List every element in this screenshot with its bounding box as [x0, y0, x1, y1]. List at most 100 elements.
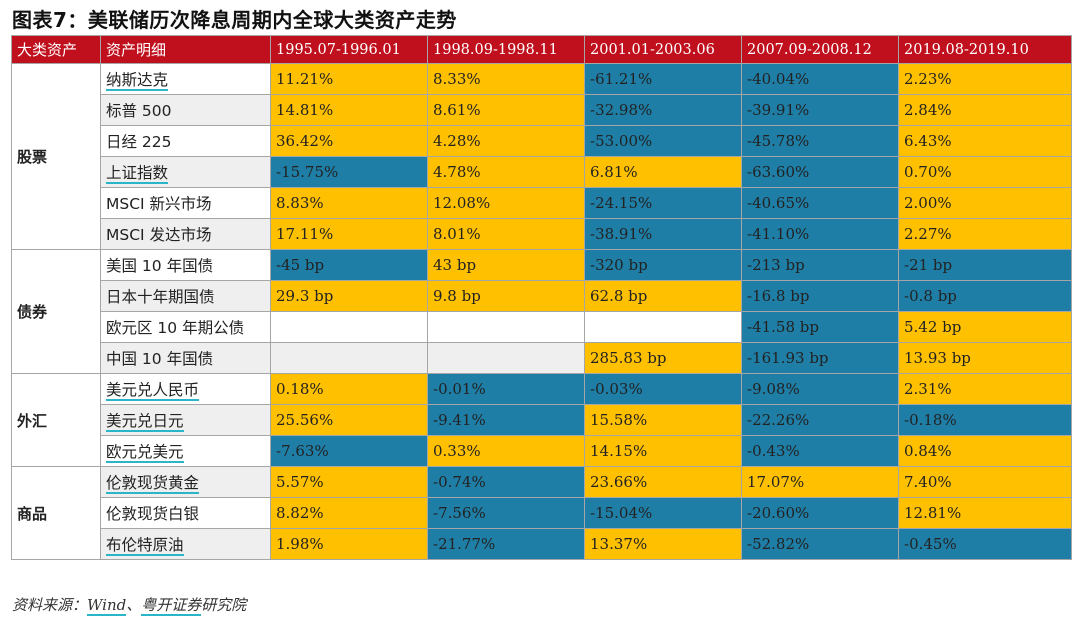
- value-cell: -9.08%: [741, 373, 899, 405]
- value-cell: -40.65%: [741, 187, 899, 219]
- value-cell: 6.81%: [584, 156, 742, 188]
- asset-name: 欧元区 10 年期公债: [106, 319, 245, 337]
- value-cell: -15.75%: [270, 156, 428, 188]
- value-cell: 62.8 bp: [584, 280, 742, 312]
- asset-name-link[interactable]: 上证指数: [106, 164, 169, 184]
- asset-name: MSCI 新兴市场: [106, 195, 212, 213]
- value-cell: 8.83%: [270, 187, 428, 219]
- value-cell: -0.18%: [898, 404, 1072, 436]
- table-row: 日本十年期国债 29.3 bp 9.8 bp 62.8 bp -16.8 bp -0.8 …: [12, 280, 1072, 312]
- value-cell: -0.8 bp: [898, 280, 1072, 312]
- table-row: 中国 10 年国债 285.83 bp -161.93 bp 13.93 bp: [12, 342, 1072, 374]
- value-cell: 6.43%: [898, 125, 1072, 157]
- asset-performance-table: 大类资产 资产明细 1995.07-1996.01 1998.09-1998.1…: [11, 35, 1072, 560]
- value-cell: -320 bp: [584, 249, 742, 281]
- value-cell: 29.3 bp: [270, 280, 428, 312]
- value-cell: -45.78%: [741, 125, 899, 157]
- value-cell: 8.33%: [427, 63, 585, 95]
- value-cell: 2.84%: [898, 94, 1072, 126]
- value-cell: -24.15%: [584, 187, 742, 219]
- asset-name-link[interactable]: 美元兑人民币: [106, 381, 200, 401]
- value-cell: -39.91%: [741, 94, 899, 126]
- asset-name-cell: 伦敦现货黄金: [100, 466, 271, 498]
- asset-name-cell: 欧元兑美元: [100, 435, 271, 467]
- value-cell: 14.15%: [584, 435, 742, 467]
- asset-name-cell: 布伦特原油: [100, 528, 271, 560]
- value-cell: 2.23%: [898, 63, 1072, 95]
- category-cell: 外汇: [11, 373, 101, 467]
- value-cell: 0.33%: [427, 435, 585, 467]
- asset-name: 日本十年期国债: [106, 288, 215, 306]
- table-row: 股票 纳斯达克 11.21% 8.33% -61.21% -40.04% 2.23%: [11, 63, 1072, 250]
- table-row: MSCI 新兴市场 8.83% 12.08% -24.15% -40.65% 2.00%: [12, 187, 1072, 219]
- value-cell: 0.18%: [270, 373, 428, 405]
- value-cell: 7.40%: [898, 466, 1072, 498]
- header-period: 1998.09-1998.11: [427, 35, 585, 64]
- source-note: 资料来源：Wind、粤开证券研究院: [12, 594, 246, 616]
- empty-cell: [584, 311, 742, 343]
- value-cell: 36.42%: [270, 125, 428, 157]
- asset-name-cell: 伦敦现货白银: [100, 497, 271, 529]
- value-cell: 43 bp: [427, 249, 585, 281]
- table-row: 布伦特原油 1.98% -21.77% 13.37% -52.82% -0.45%: [12, 528, 1072, 560]
- table-row: MSCI 发达市场 17.11% 8.01% -38.91% -41.10% 2.27%: [12, 218, 1072, 250]
- asset-name-cell: 美国 10 年国债: [100, 249, 271, 281]
- empty-cell: [270, 311, 428, 343]
- value-cell: 12.81%: [898, 497, 1072, 529]
- value-cell: 13.93 bp: [898, 342, 1072, 374]
- value-cell: -15.04%: [584, 497, 742, 529]
- asset-name-link[interactable]: 伦敦现货黄金: [106, 474, 200, 494]
- table-row: 欧元区 10 年期公债 -41.58 bp 5.42 bp: [12, 311, 1072, 343]
- asset-name-cell: 上证指数: [100, 156, 271, 188]
- value-cell: 0.84%: [898, 435, 1072, 467]
- value-cell: -7.56%: [427, 497, 585, 529]
- category-cell: 商品: [11, 466, 101, 560]
- value-cell: 8.61%: [427, 94, 585, 126]
- asset-name-link[interactable]: 纳斯达克: [106, 71, 169, 91]
- value-cell: -213 bp: [741, 249, 899, 281]
- value-cell: -52.82%: [741, 528, 899, 560]
- value-cell: 0.70%: [898, 156, 1072, 188]
- table-row: 商品 伦敦现货黄金 5.57% -0.74% 23.66% 17.07% 7.40%: [11, 466, 1072, 560]
- value-cell: -7.63%: [270, 435, 428, 467]
- header-period: 2007.09-2008.12: [741, 35, 899, 64]
- asset-name: 美国 10 年国债: [106, 257, 214, 275]
- value-cell: 2.00%: [898, 187, 1072, 219]
- value-cell: -61.21%: [584, 63, 742, 95]
- value-cell: 25.56%: [270, 404, 428, 436]
- asset-name: MSCI 发达市场: [106, 226, 212, 244]
- value-cell: -40.04%: [741, 63, 899, 95]
- value-cell: -21.77%: [427, 528, 585, 560]
- value-cell: -161.93 bp: [741, 342, 899, 374]
- asset-name: 标普 500: [106, 102, 172, 120]
- asset-name-cell: MSCI 发达市场: [100, 218, 271, 250]
- source-wind-link[interactable]: Wind: [87, 596, 127, 616]
- asset-name-link[interactable]: 欧元兑美元: [106, 443, 184, 463]
- asset-name-link[interactable]: 布伦特原油: [106, 536, 184, 556]
- asset-name-cell: 日经 225: [100, 125, 271, 157]
- source-firm-link[interactable]: 粤开证券: [141, 596, 202, 616]
- category-cell: 股票: [11, 63, 101, 250]
- asset-name-cell: MSCI 新兴市场: [100, 187, 271, 219]
- value-cell: 4.28%: [427, 125, 585, 157]
- value-cell: -0.01%: [427, 373, 585, 405]
- asset-name: 中国 10 年国债: [106, 350, 214, 368]
- asset-name-link[interactable]: 美元兑日元: [106, 412, 184, 432]
- value-cell: 1.98%: [270, 528, 428, 560]
- header-row: 大类资产 资产明细 1995.07-1996.01 1998.09-1998.1…: [11, 35, 1072, 64]
- table-body: 股票 纳斯达克 11.21% 8.33% -61.21% -40.04% 2.23% 标普 5…: [11, 63, 1072, 560]
- header-period: 1995.07-1996.01: [270, 35, 428, 64]
- value-cell: 23.66%: [584, 466, 742, 498]
- table-row: 上证指数 -15.75% 4.78% 6.81% -63.60% 0.70%: [12, 156, 1072, 188]
- value-cell: 13.37%: [584, 528, 742, 560]
- asset-name-cell: 中国 10 年国债: [100, 342, 271, 374]
- source-sep: 、: [126, 596, 142, 614]
- table-row: 标普 500 14.81% 8.61% -32.98% -39.91% 2.84%: [12, 94, 1072, 126]
- value-cell: 5.57%: [270, 466, 428, 498]
- asset-name-cell: 纳斯达克: [100, 63, 271, 95]
- value-cell: -20.60%: [741, 497, 899, 529]
- asset-name-cell: 日本十年期国债: [100, 280, 271, 312]
- value-cell: 12.08%: [427, 187, 585, 219]
- asset-name-cell: 标普 500: [100, 94, 271, 126]
- value-cell: 11.21%: [270, 63, 428, 95]
